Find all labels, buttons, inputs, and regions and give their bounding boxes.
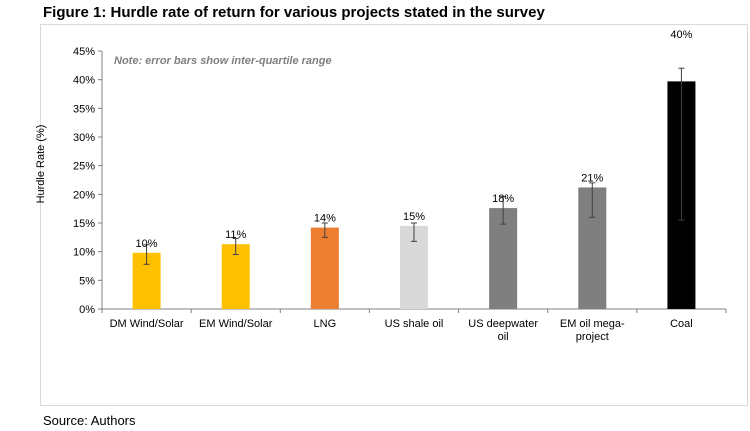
data-label: 18% [492, 193, 514, 205]
error-bar [678, 67, 685, 221]
category-label-line: oil [498, 331, 509, 343]
category-label-line: Coal [670, 318, 693, 330]
error-bar [500, 196, 507, 225]
y-tick-label: 15% [73, 218, 95, 230]
error-bar [143, 244, 150, 265]
y-tick-label: 0% [79, 304, 95, 316]
data-label: 10% [136, 238, 158, 250]
data-label: 15% [403, 211, 425, 223]
error-bar [589, 182, 596, 218]
y-tick-label: 10% [73, 247, 95, 259]
y-tick-label: 25% [73, 161, 95, 173]
category-label-line: US deepwater [468, 318, 538, 330]
category-label-line: EM Wind/Solar [199, 318, 273, 330]
data-label: 11% [225, 229, 246, 241]
category-label-line: US shale oil [385, 318, 444, 330]
category-label: Coal [670, 318, 693, 330]
y-tick-label: 30% [73, 132, 95, 144]
category-label-line: DM Wind/Solar [110, 318, 184, 330]
data-label: 21% [581, 172, 603, 184]
data-label: 14% [314, 213, 336, 225]
category-label-line: LNG [314, 318, 337, 330]
category-label: LNG [314, 318, 337, 330]
figure-title: Figure 1: Hurdle rate of return for vari… [43, 4, 545, 21]
data-label: 40% [670, 29, 692, 41]
category-label: DM Wind/Solar [110, 318, 184, 330]
category-label: EM Wind/Solar [199, 318, 273, 330]
y-tick-label: 40% [73, 75, 95, 87]
error-bar [321, 222, 328, 238]
chart-note: Note: error bars show inter-quartile ran… [114, 55, 332, 67]
chart-frame [40, 24, 748, 406]
y-tick-label: 35% [73, 103, 95, 115]
error-bar [232, 237, 239, 256]
y-axis-label: Hurdle Rate (%) [35, 125, 47, 204]
category-label: US deepwater oil [468, 318, 538, 343]
category-label: US shale oil [385, 318, 444, 330]
error-bar [411, 222, 417, 242]
y-tick-label: 5% [79, 275, 95, 287]
bar [310, 227, 339, 309]
category-label: EM oil mega-project [560, 318, 625, 343]
bar [489, 208, 518, 309]
category-label-line: project [576, 331, 609, 343]
source-note: Source: Authors [43, 413, 136, 428]
y-tick-label: 45% [73, 46, 95, 58]
y-tick-label: 20% [73, 189, 95, 201]
category-label-line: EM oil mega- [560, 318, 625, 330]
